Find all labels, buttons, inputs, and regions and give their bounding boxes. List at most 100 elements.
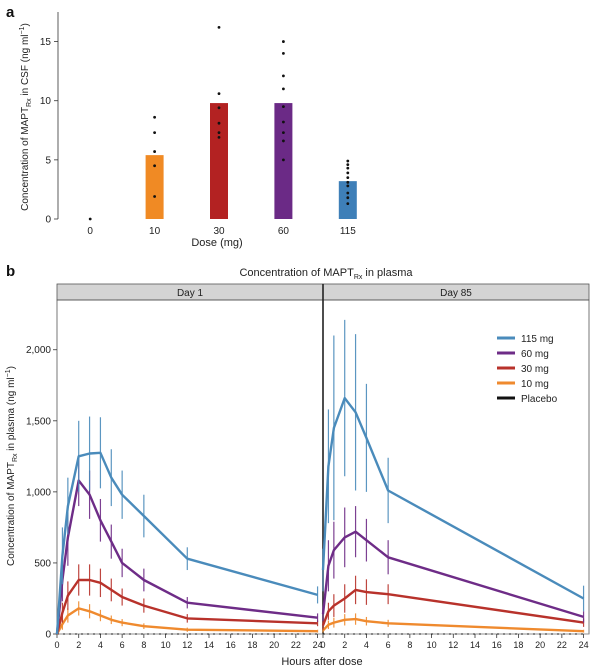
panel-a-data-point [153,195,157,198]
panel-a-data-point [282,139,285,143]
panel-a-data-point [282,40,285,43]
panel-a-axes: 0 5 10 15 0 10 30 60 115 [40,12,356,237]
panel-a-x-tick-label: 10 [149,226,161,237]
panel-b-x-tick-label: 14 [470,640,480,650]
panel-a-data-point [217,25,221,29]
panel-b-x-tick-label: 2 [76,640,81,650]
series-line [321,588,584,626]
panel-a-data-point [153,150,157,153]
panel-a-data-point [282,52,285,55]
panel-a-data-point [282,87,285,91]
panel-b-x-tick-label: 12 [182,640,192,650]
panel-b-y-tick-label: 1,000 [26,487,51,498]
panel-a-data-point [282,120,285,124]
panel-a-data-point [217,135,221,139]
panel-a-bar [145,155,164,219]
panel-a-data-point [153,115,157,119]
panel-b-x-tick-label: 20 [535,640,545,650]
facet-label-day85: Day 85 [440,288,472,299]
panel-b-x-tick-label: 6 [386,640,391,650]
facet-label-day1: Day 1 [177,288,204,299]
panel-a-data-point [346,166,350,170]
panel-a-bar [210,103,228,219]
panel-a-y-axis-label: Concentration of MAPTRx in CSF (ng ml−1) [19,23,33,211]
panel-a-data-point [153,164,157,168]
panel-b-y-tick-label: 0 [45,630,51,641]
panel-a-x-tick-label: 0 [87,226,93,237]
panel-b-x-tick-label: 16 [226,640,236,650]
panel-a-data-point [346,163,350,166]
series-line [321,530,584,619]
panel-a-data-point [346,202,350,206]
panel-b-x-tick-label: 22 [557,640,567,650]
panel-a-data-point [346,184,350,188]
panel-a-data-point [282,74,285,78]
facet-frame-day85 [322,299,590,635]
legend-label: 10 mg [521,379,549,390]
panel-a-data-point [346,159,350,163]
panel-a-x-tick-label: 60 [278,226,290,237]
panel-a-y-tick-label: 0 [45,215,51,226]
panel-a-data-point [153,131,157,135]
panel-b-title: Concentration of MAPTRx in plasma [239,267,413,281]
series-line [55,479,318,635]
panel-b-series [55,319,585,635]
panel-a-data-point [217,131,221,135]
panel-b-x-tick-label: 0 [320,640,325,650]
series-line [55,578,318,635]
series-line [322,617,584,633]
panel-b-line-chart: Concentration of MAPTRx in plasma Day 1 … [5,267,590,668]
panel-label-b: b [6,263,15,280]
panel-b-x-tick-label: 18 [247,640,257,650]
panel-label-a: a [6,4,15,21]
panel-a-data-point [88,217,92,221]
panel-b-x-tick-label: 8 [141,640,146,650]
panel-b-x-tick-label: 24 [579,640,589,650]
panel-b-x-tick-label: 24 [313,640,323,650]
panel-a-data-point [346,191,350,195]
panel-b-y-tick-label: 500 [34,558,51,569]
panel-b-x-tick-label: 18 [513,640,523,650]
panel-a-data-point [282,158,285,162]
series-line [55,607,318,635]
panel-a-data-point [282,131,285,135]
panel-b-x-tick-label: 16 [492,640,502,650]
panel-a-x-tick-label: 30 [213,226,225,237]
series-line [55,451,318,635]
panel-b-x-tick-label: 2 [342,640,347,650]
legend-label: 60 mg [521,349,549,360]
panel-b-y-tick-label: 2,000 [26,345,51,356]
panel-b-x-tick-label: 10 [427,640,437,650]
panel-b-x-tick-label: 10 [161,640,171,650]
panel-a-data-point [346,180,350,184]
legend-label: 30 mg [521,364,549,375]
panel-a-data-point [346,196,350,200]
panel-a-bar-chart: 0 5 10 15 0 10 30 60 115 Dose (mg) Concentration… [19,12,357,249]
panel-a-y-tick-label: 5 [45,155,51,166]
panel-b-x-tick-label: 14 [204,640,214,650]
panel-b-x-tick-label: 8 [407,640,412,650]
panel-a-points [88,25,350,221]
panel-a-y-tick-label: 15 [40,37,52,48]
panel-b-x-tick-label: 6 [120,640,125,650]
panel-a-data-point [346,171,350,175]
facet-frame-day1 [56,299,324,635]
panel-b-x-tick-label: 4 [98,640,103,650]
legend-label: 115 mg [521,334,554,345]
panel-a-data-point [217,121,221,125]
series-line [321,396,585,600]
panel-a-data-point [217,106,221,110]
panel-a-bars [145,103,357,219]
panel-a-x-axis-label: Dose (mg) [191,237,242,249]
panel-a-x-tick-label: 115 [340,226,356,237]
panel-b-legend: 115 mg 60 mg 30 mg 10 mg Placebo [497,334,558,405]
panel-b-x-tick-label: 20 [269,640,279,650]
panel-a-bar [338,181,357,219]
panel-b-x-tick-label: 4 [364,640,369,650]
legend-label: Placebo [521,394,558,405]
panel-a-data-point [217,92,221,96]
panel-a-data-point [346,176,350,180]
panel-b-x-tick-label: 12 [448,640,458,650]
panel-b-y-tick-label: 1,500 [26,416,51,427]
panel-b-x-axis-label: Hours after dose [281,656,362,668]
